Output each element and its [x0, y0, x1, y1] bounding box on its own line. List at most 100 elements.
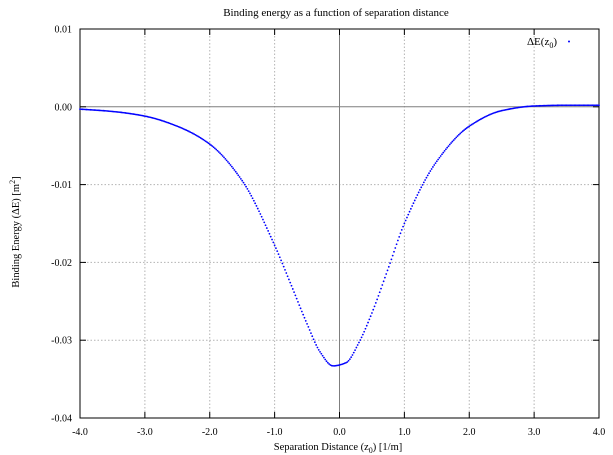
data-point: [430, 168, 433, 170]
data-point: [569, 104, 572, 107]
data-point: [374, 302, 377, 304]
data-point: [468, 125, 471, 128]
data-point: [243, 183, 246, 186]
data-point: [437, 158, 440, 161]
y-axis-label-main: Binding Energy (ΔE) [m: [11, 184, 22, 288]
data-point: [247, 190, 250, 193]
data-point: [102, 109, 105, 112]
legend-label-tail: ): [553, 36, 557, 48]
data-point: [592, 104, 595, 107]
data-point: [302, 313, 305, 316]
data-point: [251, 197, 254, 200]
data-point: [564, 104, 567, 107]
data-point: [376, 298, 379, 301]
data-point: [298, 304, 301, 306]
data-point: [201, 137, 203, 140]
data-point: [304, 319, 307, 322]
data-point: [354, 349, 356, 351]
data-point: [384, 276, 386, 279]
data-point: [211, 145, 214, 148]
data-point: [447, 145, 450, 147]
data-point: [577, 104, 580, 107]
data-point: [465, 127, 468, 129]
data-point: [252, 199, 255, 202]
data-point: [255, 205, 258, 207]
data-point: [585, 104, 587, 107]
data-point: [285, 272, 288, 274]
data-point: [570, 104, 573, 107]
data-point: [82, 108, 85, 111]
data-point: [408, 210, 411, 213]
data-point: [433, 164, 436, 166]
data-point: [195, 134, 198, 137]
x-tick-label: 3.0: [528, 427, 541, 438]
data-point: [110, 110, 113, 113]
data-point: [391, 254, 394, 257]
data-point: [594, 104, 597, 107]
data-point: [530, 105, 533, 108]
data-point: [371, 312, 373, 314]
data-point: [367, 321, 369, 324]
data-point: [477, 119, 480, 122]
data-point: [416, 194, 419, 196]
data-point: [429, 170, 432, 172]
data-point: [347, 359, 350, 362]
data-point: [286, 275, 289, 278]
data-point: [590, 104, 593, 107]
data-point: [422, 181, 425, 184]
data-point: [88, 108, 90, 111]
data-point: [443, 150, 446, 152]
data-point: [93, 109, 96, 111]
data-point: [394, 247, 397, 249]
data-point: [311, 335, 314, 338]
data-point: [103, 109, 106, 112]
data-point: [351, 354, 354, 356]
data-point: [420, 186, 423, 189]
data-point: [215, 148, 218, 151]
data-point: [290, 284, 293, 287]
data-point: [310, 332, 312, 334]
data-point: [316, 346, 319, 349]
data-point: [325, 360, 328, 363]
x-tick-label: -3.0: [137, 427, 153, 438]
data-point: [419, 188, 421, 191]
zero-lines: [80, 29, 599, 418]
data-point: [259, 213, 262, 215]
data-point: [281, 262, 284, 265]
data-point: [412, 202, 415, 205]
data-point: [256, 207, 259, 210]
data-point: [389, 262, 391, 265]
data-point: [92, 109, 94, 111]
data-point: [467, 126, 469, 129]
data-point: [84, 108, 87, 111]
data-point: [198, 136, 201, 139]
y-axis-label-tail: ]: [11, 176, 22, 180]
data-point: [350, 356, 353, 359]
data-point: [358, 341, 360, 344]
data-point: [365, 324, 368, 327]
legend: ΔE(z0): [527, 36, 570, 50]
data-point: [359, 339, 362, 341]
data-point: [208, 143, 211, 146]
data-point: [398, 235, 401, 238]
data-point: [526, 105, 529, 108]
data-point: [432, 166, 434, 168]
data-point: [320, 352, 323, 355]
y-axis-label-sup: 2: [8, 180, 17, 184]
data-point: [409, 207, 412, 210]
data-point: [529, 105, 532, 108]
data-point: [225, 159, 228, 162]
data-point: [473, 122, 476, 124]
data-point: [372, 308, 375, 311]
data-point: [299, 307, 302, 310]
data-point: [221, 155, 224, 157]
data-point: [263, 221, 266, 224]
data-point: [582, 104, 585, 107]
data-point: [355, 346, 358, 349]
data-point: [346, 361, 349, 363]
data-point: [333, 364, 336, 367]
data-point: [399, 232, 402, 235]
data-point: [521, 106, 524, 108]
y-tick-label: -0.02: [51, 258, 72, 269]
data-point: [380, 287, 382, 290]
